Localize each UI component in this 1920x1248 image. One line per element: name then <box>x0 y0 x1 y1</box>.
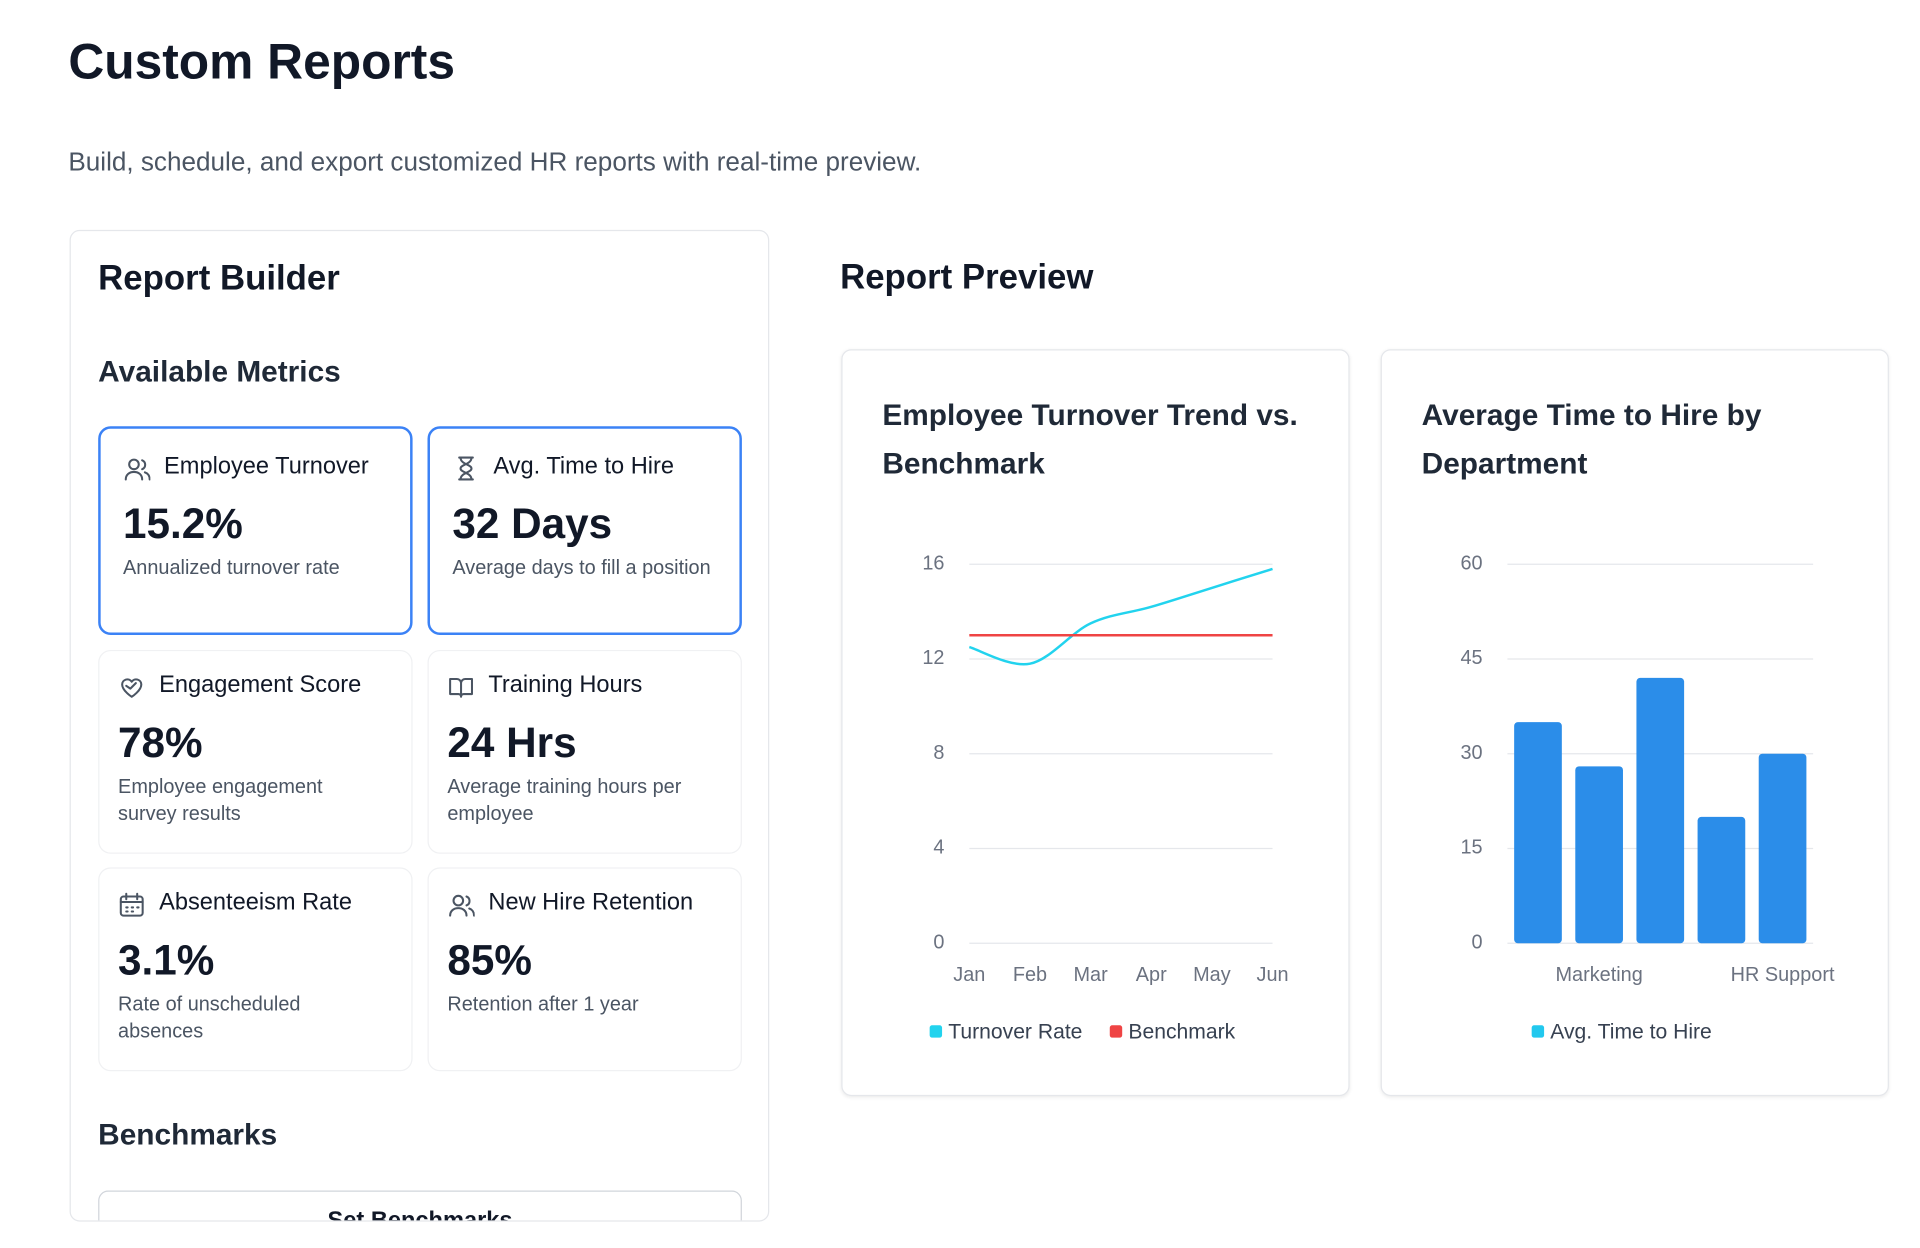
metric-value: 78% <box>118 719 203 767</box>
metric-label: Training Hours <box>488 672 643 699</box>
metric-icon <box>449 677 474 698</box>
x-tick-label: Apr <box>1136 964 1167 986</box>
bar <box>1636 677 1685 944</box>
x-tick-label: Jun <box>1257 964 1289 986</box>
metric-label: Avg. Time to Hire <box>493 453 675 480</box>
metric-value: 24 Hrs <box>447 719 577 767</box>
bar <box>1697 816 1746 944</box>
y-tick-label: 0 <box>933 931 944 953</box>
legend-swatch <box>1531 1025 1545 1038</box>
metric-card[interactable]: Engagement Score 78% Employee engagement s… <box>98 649 413 854</box>
y-tick-label: 8 <box>933 742 944 764</box>
page-title: Custom Reports <box>68 34 456 90</box>
metric-label: Absenteeism Rate <box>159 889 353 916</box>
metric-card[interactable]: Absenteeism Rate 3.1% Rate of unscheduled … <box>98 867 413 1072</box>
chart-title: Employee Turnover Trend vs. Benchmark <box>882 398 1298 481</box>
metric-icon <box>119 892 144 917</box>
y-tick-label: 30 <box>1460 742 1482 764</box>
set-benchmarks-button[interactable]: Set Benchmarks <box>98 1190 742 1221</box>
x-tick-label: Marketing <box>1555 964 1642 986</box>
chart-title: Average Time to Hire by Department <box>1421 398 1762 481</box>
line-series <box>968 567 1273 666</box>
metrics-heading: Available Metrics <box>98 355 341 389</box>
metric-card[interactable]: New Hire Retention 85% Retention after 1 y… <box>427 867 742 1072</box>
legend-label: Benchmark <box>1128 1020 1235 1043</box>
legend-label: Avg. Time to Hire <box>1550 1020 1712 1043</box>
bar <box>1575 766 1623 944</box>
metric-label: Engagement Score <box>159 672 362 699</box>
metric-label: Employee Turnover <box>164 453 369 480</box>
metric-card[interactable]: Training Hours 24 Hrs Average training hou… <box>427 649 742 854</box>
y-tick-label: 45 <box>1460 647 1482 669</box>
metric-value: 15.2% <box>123 500 243 549</box>
y-tick-label: 0 <box>1472 931 1483 953</box>
metric-description: Rate of unscheduled absences <box>118 994 301 1043</box>
metric-value: 85% <box>447 937 532 985</box>
metric-card[interactable]: Employee Turnover 15.2% Annualized turnove… <box>98 426 413 636</box>
x-tick-label: Mar <box>1073 964 1108 986</box>
metric-value: 3.1% <box>118 937 215 985</box>
legend-swatch <box>929 1025 943 1038</box>
x-tick-label: May <box>1193 964 1231 986</box>
page-subtitle: Build, schedule, and export customized H… <box>68 147 922 177</box>
x-tick-label: Feb <box>1013 964 1047 986</box>
metric-icon <box>121 678 143 698</box>
metric-description: Retention after 1 year <box>447 994 639 1016</box>
chart-card: Average Time to Hire by Department <box>1380 349 1889 1097</box>
benchmarks-heading: Benchmarks <box>98 1118 278 1153</box>
metric-description: Annualized turnover rate <box>123 557 340 580</box>
metric-icon <box>458 456 474 481</box>
bar <box>1758 753 1807 944</box>
legend-swatch <box>1109 1025 1123 1038</box>
metric-description: Average days to fill a position <box>452 557 711 580</box>
metric-icon <box>449 894 475 917</box>
y-tick-label: 12 <box>922 647 944 669</box>
x-tick-label: HR Support <box>1731 964 1835 986</box>
preview-title: Report Preview <box>840 257 1094 296</box>
builder-title: Report Builder <box>98 258 340 298</box>
chart-card: Employee Turnover Trend vs. Benchmark <box>841 349 1350 1097</box>
bar <box>1514 722 1562 944</box>
y-tick-label: 60 <box>1460 552 1482 574</box>
y-tick-label: 4 <box>933 837 944 859</box>
y-tick-label: 15 <box>1460 837 1482 859</box>
metric-description: Average training hours per employee <box>447 776 682 826</box>
metric-card[interactable]: Avg. Time to Hire 32 Days Average days to … <box>427 426 742 636</box>
y-tick-label: 16 <box>922 552 944 574</box>
x-tick-label: Jan <box>953 964 985 986</box>
metric-label: New Hire Retention <box>488 889 694 916</box>
metric-icon <box>124 458 151 481</box>
metric-value: 32 Days <box>452 500 613 549</box>
legend-label: Turnover Rate <box>948 1020 1082 1043</box>
report-builder: Report Builder Available Metrics Benchma… <box>69 229 770 1222</box>
metric-description: Employee engagement survey results <box>118 776 323 826</box>
